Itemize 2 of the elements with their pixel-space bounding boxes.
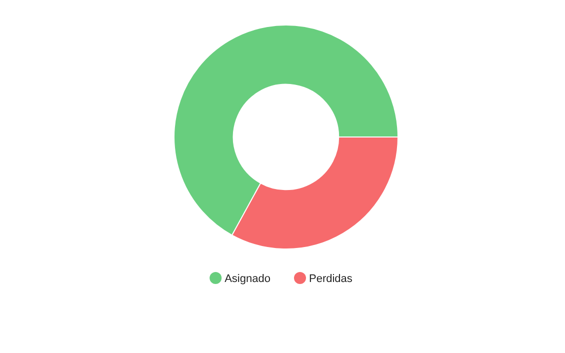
- legend-label: Asignado: [224, 273, 270, 285]
- legend-label: Perdidas: [309, 273, 353, 285]
